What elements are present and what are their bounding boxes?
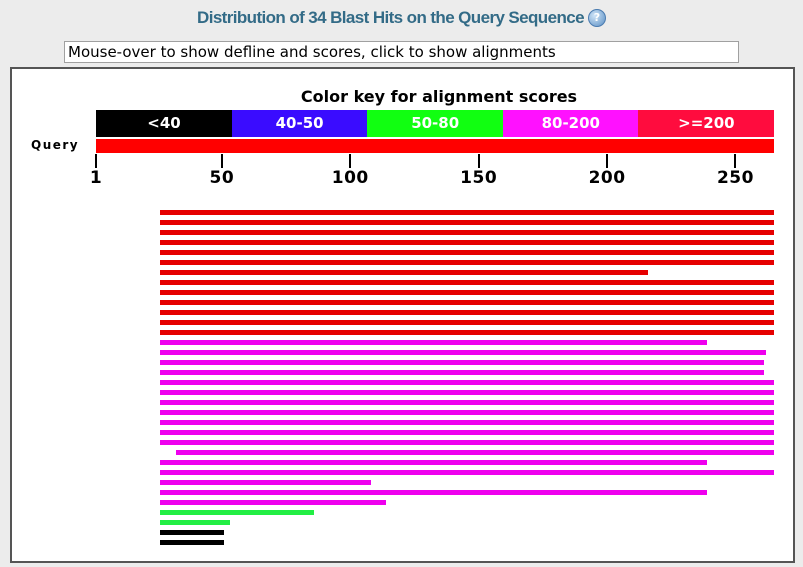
hit-bar[interactable] xyxy=(160,400,774,405)
axis-tick xyxy=(606,154,609,168)
info-text: Mouse-over to show defline and scores, c… xyxy=(68,43,556,61)
header: Distribution of 34 Blast Hits on the Que… xyxy=(0,8,803,28)
hit-bar[interactable] xyxy=(160,240,774,245)
axis-tick-label: 250 xyxy=(716,168,754,188)
hit-bar[interactable] xyxy=(160,490,708,495)
hit-bar[interactable] xyxy=(160,460,708,465)
axis-tick xyxy=(220,154,223,168)
hit-bar[interactable] xyxy=(160,390,774,395)
axis-tick xyxy=(477,154,480,168)
color-key-segment: >=200 xyxy=(638,110,775,137)
axis-tick xyxy=(349,154,352,168)
hit-bar[interactable] xyxy=(160,470,774,475)
hit-bar[interactable] xyxy=(160,530,225,535)
hit-bar[interactable] xyxy=(160,410,774,415)
color-key-segment: <40 xyxy=(96,110,232,137)
hit-bar[interactable] xyxy=(160,260,774,265)
hit-bar[interactable] xyxy=(160,230,774,235)
hit-bar[interactable] xyxy=(160,540,225,545)
color-key-title: Color key for alignment scores xyxy=(300,87,578,106)
hit-bar[interactable] xyxy=(160,500,387,505)
hit-bar[interactable] xyxy=(160,350,767,355)
hit-bar[interactable] xyxy=(160,440,774,445)
axis-tick-label: 200 xyxy=(588,168,626,188)
hit-bar[interactable] xyxy=(175,450,774,455)
hit-bar[interactable] xyxy=(160,250,774,255)
axis-tick-label: 1 xyxy=(89,168,103,188)
hit-bar[interactable] xyxy=(160,330,774,335)
axis-tick-label: 50 xyxy=(209,168,235,188)
hit-bar[interactable] xyxy=(160,210,774,215)
page-title: Distribution of 34 Blast Hits on the Que… xyxy=(197,8,585,27)
hit-bar[interactable] xyxy=(160,290,774,295)
hit-bar[interactable] xyxy=(160,300,774,305)
hit-bar[interactable] xyxy=(160,280,774,285)
axis-tick-label: 150 xyxy=(460,168,498,188)
help-icon[interactable]: ? xyxy=(587,9,606,27)
hit-bar[interactable] xyxy=(160,310,774,315)
query-bar xyxy=(96,139,774,153)
hit-bar[interactable] xyxy=(160,510,315,515)
hit-bar[interactable] xyxy=(160,220,774,225)
hit-bar[interactable] xyxy=(160,270,649,275)
hit-bar[interactable] xyxy=(160,480,371,485)
axis-tick xyxy=(734,154,737,168)
color-key-segment: 40-50 xyxy=(231,110,368,137)
axis-tick xyxy=(95,154,97,168)
hit-bar[interactable] xyxy=(160,360,764,365)
hit-bar[interactable] xyxy=(160,340,708,345)
info-text-box: Mouse-over to show defline and scores, c… xyxy=(64,41,739,63)
color-key-segment: 50-80 xyxy=(367,110,504,137)
axis-tick-label: 100 xyxy=(331,168,369,188)
color-key-segment: 80-200 xyxy=(502,110,639,137)
query-label: Query xyxy=(31,138,80,152)
hit-bar[interactable] xyxy=(160,320,774,325)
hit-bar[interactable] xyxy=(160,370,764,375)
hit-bar[interactable] xyxy=(160,380,774,385)
hit-bar[interactable] xyxy=(160,420,774,425)
hit-bar[interactable] xyxy=(160,430,774,435)
hit-bar[interactable] xyxy=(160,520,230,525)
